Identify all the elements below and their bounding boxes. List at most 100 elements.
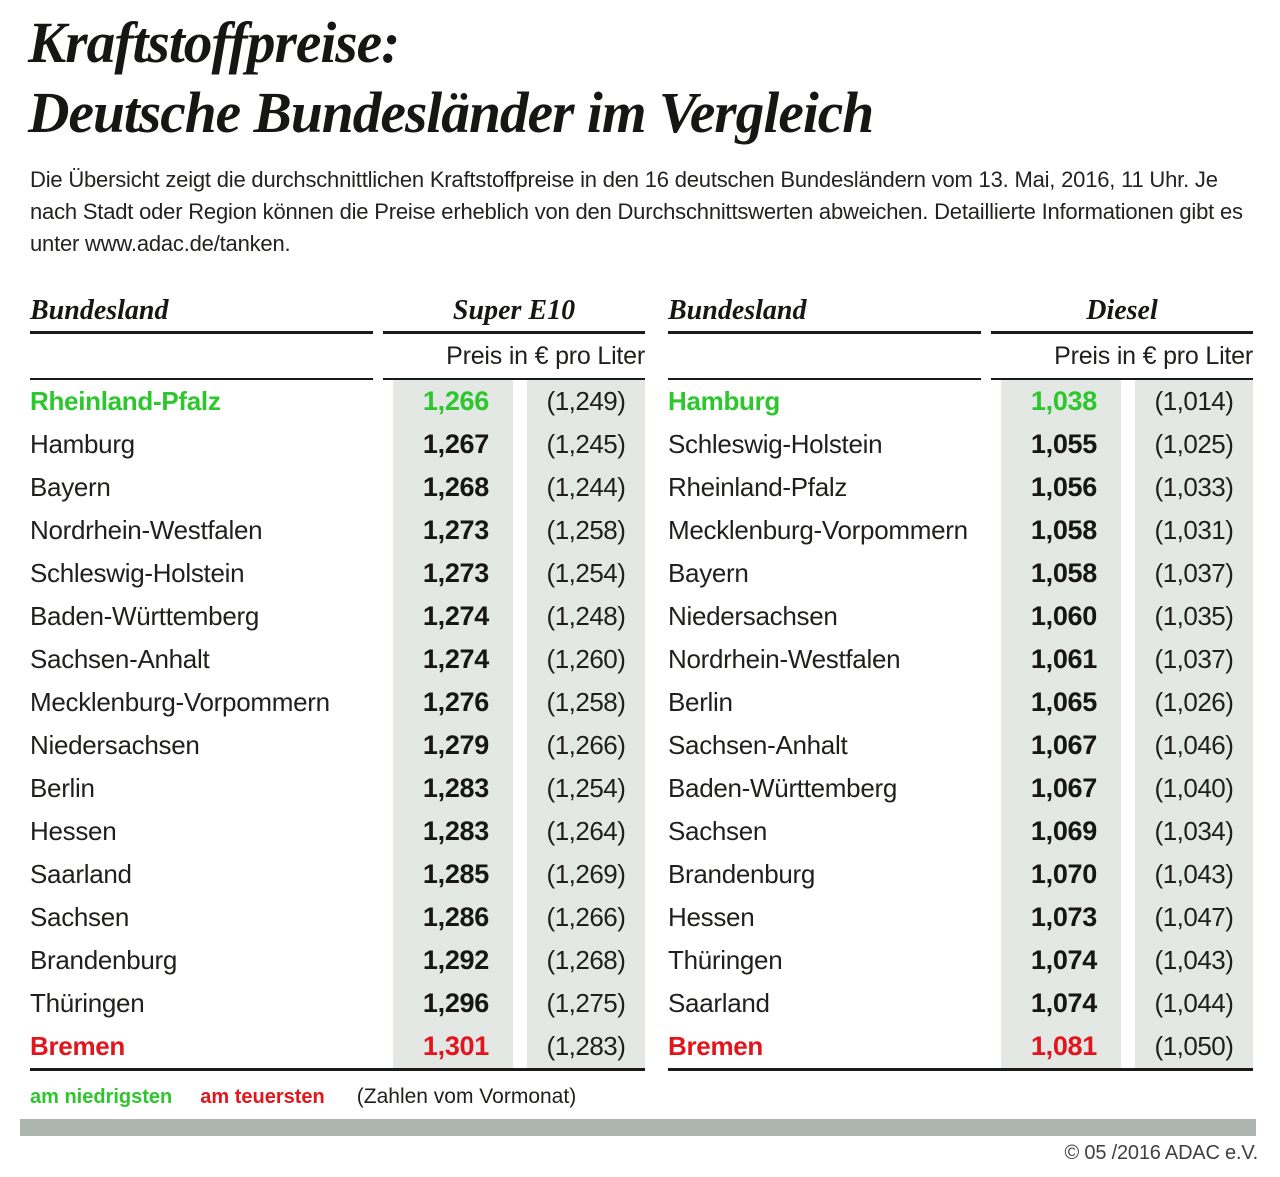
table-row: Hamburg 1,267 (1,245) [30, 423, 645, 466]
previous-month-price: (1,244) [527, 466, 645, 509]
state-name: Mecklenburg-Vorpommern [668, 515, 968, 545]
current-price-value: 1,081 [1001, 1025, 1121, 1068]
current-price-value: 1,301 [393, 1025, 513, 1068]
table-row: Thüringen 1,074 (1,043) [668, 939, 1253, 982]
state-name: Rheinland-Pfalz [668, 472, 848, 502]
footer-divider-bar [20, 1119, 1256, 1136]
table-row: Niedersachsen 1,279 (1,266) [30, 724, 645, 767]
current-price-value: 1,056 [1001, 466, 1121, 509]
title-line-2: Deutsche Bundesländer im Vergleich [28, 80, 874, 145]
state-name: Berlin [668, 687, 733, 717]
column-header-bundesland: Bundesland [668, 290, 981, 334]
previous-month-price: (1,269) [527, 853, 645, 896]
state-name: Thüringen [668, 945, 783, 975]
current-price-value: 1,055 [1001, 423, 1121, 466]
previous-month-price: (1,248) [527, 595, 645, 638]
current-price-value: 1,058 [1001, 509, 1121, 552]
previous-month-price: (1,014) [1135, 380, 1253, 423]
current-price-value: 1,283 [393, 767, 513, 810]
state-name: Berlin [30, 773, 95, 803]
previous-month-price: (1,040) [1135, 767, 1253, 810]
state-name: Sachsen-Anhalt [668, 730, 848, 760]
page-title: Kraftstoffpreise: Deutsche Bundesländer i… [28, 8, 874, 148]
current-price-value: 1,038 [1001, 380, 1121, 423]
table-row: Sachsen-Anhalt 1,274 (1,260) [30, 638, 645, 681]
previous-month-price: (1,258) [527, 509, 645, 552]
state-name: Saarland [30, 859, 132, 889]
state-name: Baden-Württemberg [30, 601, 260, 631]
previous-month-price: (1,031) [1135, 509, 1253, 552]
previous-month-price: (1,046) [1135, 724, 1253, 767]
subheader-spacer [668, 334, 981, 380]
state-name: Nordrhein-Westfalen [30, 515, 263, 545]
current-price-value: 1,061 [1001, 638, 1121, 681]
current-price-value: 1,067 [1001, 724, 1121, 767]
current-price-value: 1,266 [393, 380, 513, 423]
current-price-value: 1,292 [393, 939, 513, 982]
previous-month-price: (1,026) [1135, 681, 1253, 724]
previous-month-price: (1,249) [527, 380, 645, 423]
table-subheader: Preis in € pro Liter [30, 334, 645, 380]
previous-month-price: (1,260) [527, 638, 645, 681]
super-e10-table: Bundesland Super E10 Preis in € pro Lite… [30, 290, 645, 1071]
table-row: Hessen 1,283 (1,264) [30, 810, 645, 853]
current-price-value: 1,285 [393, 853, 513, 896]
current-price-value: 1,058 [1001, 552, 1121, 595]
table-row: Berlin 1,065 (1,026) [668, 681, 1253, 724]
current-price-value: 1,060 [1001, 595, 1121, 638]
table-row: Brandenburg 1,292 (1,268) [30, 939, 645, 982]
current-price-value: 1,065 [1001, 681, 1121, 724]
current-price-value: 1,267 [393, 423, 513, 466]
current-price-value: 1,069 [1001, 810, 1121, 853]
current-price-value: 1,286 [393, 896, 513, 939]
table-row: Sachsen-Anhalt 1,067 (1,046) [668, 724, 1253, 767]
legend: am niedrigsten am teuersten (Zahlen vom … [30, 1085, 576, 1109]
state-name: Hessen [30, 816, 117, 846]
table-subheader: Preis in € pro Liter [668, 334, 1253, 380]
price-unit-label: Preis in € pro Liter [383, 334, 645, 380]
state-name: Sachsen [30, 902, 130, 932]
current-price-value: 1,279 [393, 724, 513, 767]
current-price-value: 1,268 [393, 466, 513, 509]
previous-month-price: (1,034) [1135, 810, 1253, 853]
state-name: Bremen [668, 1031, 764, 1061]
table-row: Bayern 1,058 (1,037) [668, 552, 1253, 595]
previous-month-price: (1,025) [1135, 423, 1253, 466]
previous-month-price: (1,266) [527, 896, 645, 939]
current-price-value: 1,074 [1001, 982, 1121, 1025]
current-price-value: 1,074 [1001, 939, 1121, 982]
table-row: Schleswig-Holstein 1,055 (1,025) [668, 423, 1253, 466]
current-price-value: 1,276 [393, 681, 513, 724]
previous-month-price: (1,254) [527, 767, 645, 810]
current-price-value: 1,273 [393, 552, 513, 595]
column-header-bundesland: Bundesland [30, 290, 373, 334]
table-row: Nordrhein-Westfalen 1,061 (1,037) [668, 638, 1253, 681]
diesel-table: Bundesland Diesel Preis in € pro Liter H… [668, 290, 1253, 1071]
state-name: Rheinland-Pfalz [30, 386, 221, 416]
state-name: Niedersachsen [668, 601, 838, 631]
table-row: Saarland 1,074 (1,044) [668, 982, 1253, 1025]
table-row: Hamburg 1,038 (1,014) [668, 380, 1253, 423]
state-name: Schleswig-Holstein [668, 429, 883, 459]
state-name: Schleswig-Holstein [30, 558, 245, 588]
table-row: Berlin 1,283 (1,254) [30, 767, 645, 810]
state-name: Baden-Württemberg [668, 773, 898, 803]
current-price-value: 1,283 [393, 810, 513, 853]
state-name: Bayern [30, 472, 111, 502]
table-row: Sachsen 1,069 (1,034) [668, 810, 1253, 853]
current-price-value: 1,273 [393, 509, 513, 552]
state-name: Brandenburg [30, 945, 178, 975]
column-header-fuel: Diesel [991, 290, 1253, 334]
intro-text: Die Übersicht zeigt die durchschnittlich… [30, 167, 1243, 256]
legend-previous-month-note: (Zahlen vom Vormonat) [356, 1085, 577, 1108]
copyright-text: © 05 /2016 ADAC e.V. [1064, 1142, 1259, 1164]
table-row: Schleswig-Holstein 1,273 (1,254) [30, 552, 645, 595]
table-row: Sachsen 1,286 (1,266) [30, 896, 645, 939]
title-line-1: Kraftstoffpreise: [28, 10, 400, 75]
table-header: Bundesland Super E10 [30, 290, 645, 334]
table-rows: Rheinland-Pfalz 1,266 (1,249) Hamburg 1,267 (… [30, 380, 645, 1068]
table-row: Niedersachsen 1,060 (1,035) [668, 595, 1253, 638]
table-row: Rheinland-Pfalz 1,266 (1,249) [30, 380, 645, 423]
current-price-value: 1,073 [1001, 896, 1121, 939]
